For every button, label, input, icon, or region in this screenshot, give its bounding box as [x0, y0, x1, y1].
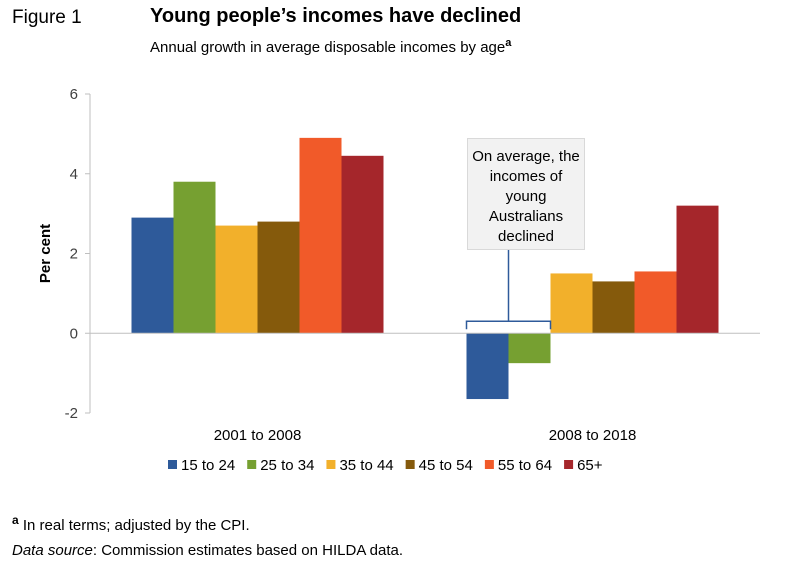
footnote: a In real terms; adjusted by the CPI. — [12, 513, 250, 534]
x-category-label: 2008 to 2018 — [549, 427, 637, 444]
bar-15-to-24-2008-to-2018 — [466, 333, 509, 400]
subtitle-text: Annual growth in average disposable inco… — [150, 39, 506, 56]
legend-label: 65+ — [577, 457, 603, 474]
annotation-bracket — [465, 320, 552, 330]
bar-55-to-64-2008-to-2018 — [634, 271, 677, 334]
legend-label: 35 to 44 — [339, 457, 393, 474]
bar-25-to-34-2001-to-2008 — [173, 181, 216, 334]
bar-25-to-34-2008-to-2018 — [508, 333, 551, 364]
legend-swatch — [168, 460, 177, 469]
legend-label: 25 to 34 — [260, 457, 314, 474]
legend-label: 55 to 64 — [498, 457, 552, 474]
legend-swatch — [564, 460, 574, 469]
bar-45-to-54-2008-to-2018 — [592, 281, 635, 334]
bar-65--2001-to-2008 — [341, 155, 384, 334]
bar-chart: -2 0 2 4 6 Per cent 2001 to 2008 2008 to 2018 15… — [37, 86, 760, 474]
bar-65--2008-to-2018 — [676, 205, 719, 334]
x-category-label: 2001 to 2008 — [214, 427, 302, 444]
y-tick-label: -2 — [65, 405, 78, 422]
bar-35-to-44-2001-to-2008 — [215, 225, 258, 334]
source-label: Data source — [12, 542, 93, 559]
y-tick-label: 4 — [70, 166, 78, 183]
legend-label: 15 to 24 — [181, 457, 235, 474]
data-source: Data source: Commission estimates based … — [12, 542, 403, 559]
footnote-mark: a — [12, 513, 19, 527]
y-tick-label: 6 — [70, 86, 78, 103]
legend-swatch — [405, 460, 415, 469]
y-tick-label: 2 — [70, 246, 78, 263]
legend-swatch — [247, 460, 257, 469]
subtitle-footnote-mark: a — [505, 37, 512, 49]
bar-55-to-64-2001-to-2008 — [299, 137, 342, 334]
bar-15-to-24-2001-to-2008 — [131, 217, 174, 334]
bar-45-to-54-2001-to-2008 — [257, 221, 300, 334]
legend-swatch — [484, 460, 494, 469]
source-text: : Commission estimates based on HILDA da… — [92, 542, 404, 559]
figure-label: Figure 1 — [12, 7, 82, 28]
chart-title: Young people’s incomes have declined — [150, 5, 522, 27]
y-tick-label: 0 — [70, 325, 78, 342]
bar-35-to-44-2008-to-2018 — [550, 273, 593, 334]
footnote-text: In real terms; adjusted by the CPI. — [22, 517, 250, 534]
annotation-box: On average, the incomes of young Austral… — [467, 138, 585, 250]
legend-swatch — [326, 460, 336, 469]
legend-label: 45 to 54 — [419, 457, 473, 474]
y-axis-label: Per cent — [37, 224, 54, 283]
chart-subtitle: Annual growth in average disposable inco… — [150, 37, 511, 56]
